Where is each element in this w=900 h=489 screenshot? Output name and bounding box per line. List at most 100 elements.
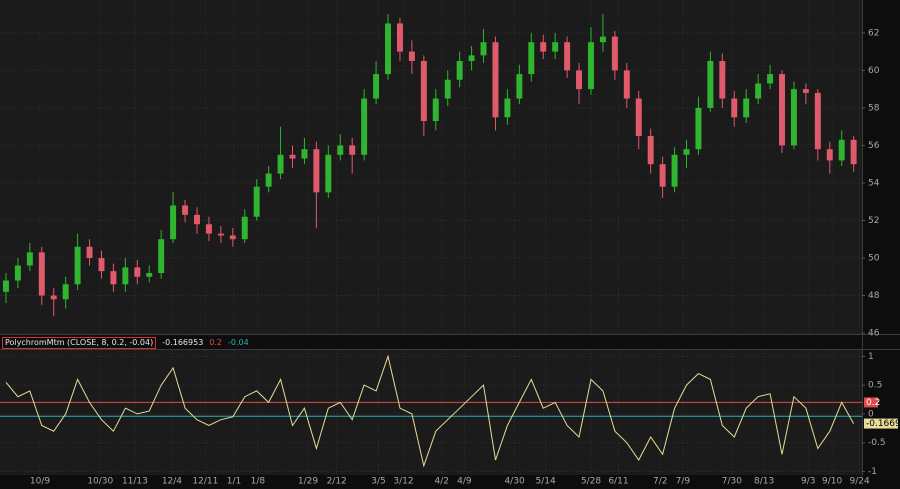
y-tick-label: -0.5	[868, 438, 886, 448]
candle-body	[516, 74, 523, 99]
candle-body	[50, 295, 57, 300]
x-tick-label: 7/30	[722, 477, 742, 487]
x-tick-label: 10/9	[30, 477, 50, 487]
level-marker	[864, 397, 878, 408]
candle-body	[337, 145, 344, 155]
x-tick-label: 1/8	[251, 477, 266, 487]
candle-body	[468, 55, 475, 61]
candle-body	[695, 107, 702, 150]
candle-body	[755, 83, 762, 99]
candle-body	[552, 42, 559, 52]
candle-body	[277, 154, 284, 174]
candle-body	[444, 79, 451, 99]
x-tick-label: 9/10	[822, 477, 842, 487]
candle-body	[38, 252, 45, 296]
candle-body	[838, 139, 845, 161]
x-tick-label: 5/28	[581, 477, 601, 487]
y-tick-label: 58	[868, 103, 880, 113]
candle-body	[170, 205, 177, 240]
x-tick-label: 11/13	[122, 477, 148, 487]
candle-body	[86, 246, 93, 259]
candle-body	[731, 98, 738, 118]
candle-body	[623, 70, 630, 99]
candle-body	[540, 42, 547, 52]
x-tick-label: 3/12	[393, 477, 413, 487]
candle-body	[492, 42, 499, 118]
x-tick-label: 2/12	[327, 477, 347, 487]
x-tick-label: 7/9	[676, 477, 691, 487]
x-tick-label: 9/3	[801, 477, 815, 487]
y-tick-label: 1	[868, 352, 874, 362]
candle-body	[480, 42, 487, 56]
candle-body	[265, 173, 272, 187]
candle-body	[802, 89, 809, 93]
last-value-marker	[864, 418, 898, 429]
candle-body	[241, 216, 248, 240]
candle-body	[194, 214, 200, 225]
candle-body	[361, 98, 368, 155]
candle-body	[349, 145, 356, 155]
candle-body	[707, 60, 714, 108]
candle-body	[420, 60, 427, 122]
candle-body	[576, 70, 583, 90]
x-tick-label: 1/29	[298, 477, 318, 487]
x-tick-label: 3/5	[371, 477, 385, 487]
candle-body	[659, 164, 666, 187]
x-tick-label: 12/4	[162, 477, 182, 487]
y-tick-label: 48	[868, 291, 880, 301]
level-value: 0.2	[209, 338, 223, 347]
candle-body	[564, 42, 571, 71]
level-marker-label: 0.2	[866, 398, 880, 408]
x-tick-label: 4/30	[504, 477, 524, 487]
study-value: -0.166953	[162, 338, 204, 347]
study-title[interactable]: PolychromMtm (CLOSE, 8, 0.2, -0.04)	[2, 337, 157, 349]
y-tick-label: 52	[868, 216, 879, 226]
candle-body	[98, 258, 105, 272]
candle-body	[814, 92, 821, 150]
candle-body	[74, 246, 81, 285]
study-panel	[0, 350, 862, 475]
x-tick-label: 10/30	[87, 477, 113, 487]
candle-body	[158, 239, 165, 274]
price-panel	[0, 0, 862, 334]
candle-body	[205, 224, 212, 234]
candle-body	[301, 149, 308, 159]
x-tick-label: 1/1	[227, 477, 241, 487]
candle-body	[767, 74, 774, 84]
candle-body	[671, 154, 678, 187]
x-tick-label: 4/2	[435, 477, 449, 487]
y-tick-label: 54	[868, 178, 880, 188]
y-tick-label: 46	[868, 329, 880, 339]
candle-body	[253, 186, 260, 217]
candle-body	[396, 23, 403, 52]
x-tick-label: 9/24	[850, 477, 870, 487]
y-tick-label: 60	[868, 66, 880, 76]
candle-body	[385, 23, 392, 75]
x-tick-label: 7/2	[653, 477, 667, 487]
candle-body	[826, 149, 833, 161]
x-tick-label: 5/14	[536, 477, 556, 487]
candle-body	[599, 36, 606, 43]
y-tick-label: -1	[868, 467, 877, 477]
candle-body	[26, 252, 33, 266]
candle-body	[110, 271, 117, 285]
candle-body	[611, 36, 618, 71]
candle-body	[779, 74, 785, 146]
y-tick-label: 0.5	[868, 381, 882, 391]
candle-body	[432, 98, 439, 122]
candle-body	[289, 154, 296, 159]
level-value: -0.04	[228, 338, 249, 347]
y-tick-label: 0	[868, 409, 874, 419]
candle-body	[504, 98, 511, 118]
candle-body	[850, 139, 857, 165]
candle-body	[743, 98, 750, 118]
candle-body	[14, 265, 21, 281]
candle-body	[456, 60, 463, 80]
x-tick-label: 6/11	[608, 477, 628, 487]
x-tick-label: 8/13	[754, 477, 774, 487]
candle-body	[683, 149, 690, 155]
candle-body	[635, 98, 642, 137]
last-value-label: -0.1669	[866, 419, 900, 429]
y-tick-label: 50	[868, 254, 880, 264]
